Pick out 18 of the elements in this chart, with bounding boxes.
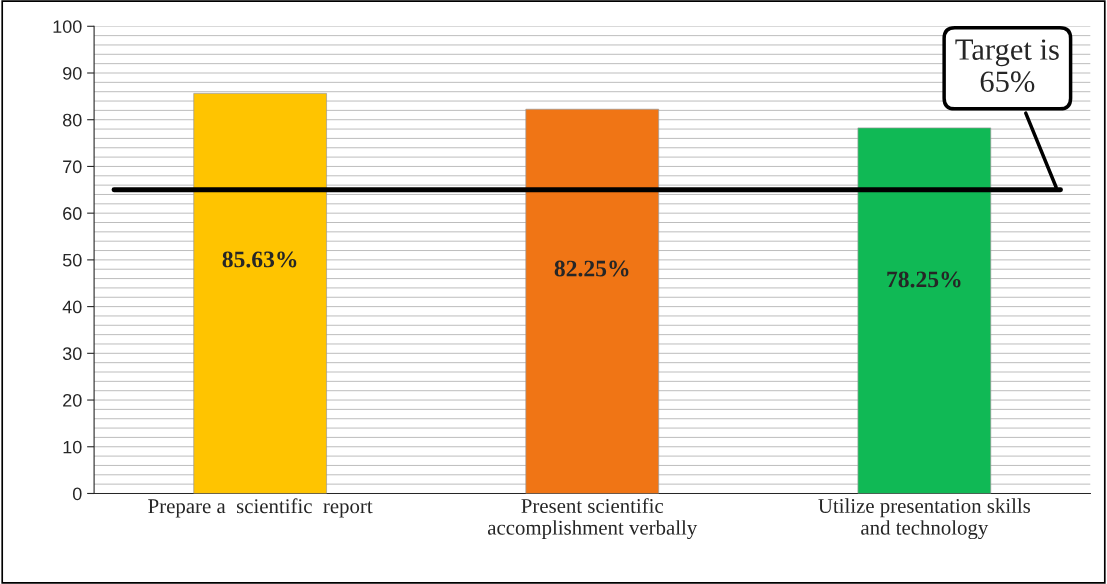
data-label: 85.63% [222, 251, 297, 268]
y-tick-label: 0 [72, 487, 82, 501]
y-tick-label: 60 [63, 207, 82, 220]
y-tick-label: 20 [63, 393, 82, 407]
y-tick-label: 30 [62, 347, 82, 361]
x-tick-label: Present scientific accomplishment verbally [487, 498, 698, 540]
y-tick-label: 70 [63, 160, 82, 174]
y-tick-label: 90 [63, 66, 82, 80]
data-label: 82.25% [554, 260, 629, 277]
y-tick-label: 10 [63, 440, 82, 454]
data-label: 78.25% [887, 271, 961, 288]
ref-line-label: Target is 65% [955, 39, 1059, 93]
y-tick-label: 40 [62, 300, 82, 314]
x-tick-label: Prepare a scientific report [148, 498, 373, 518]
y-tick-label: 50 [62, 253, 82, 267]
y-tick-label: 100 [53, 20, 82, 33]
y-tick-label: 80 [62, 113, 82, 127]
x-tick-label: Utilize presentation skills and technology [818, 498, 1031, 540]
